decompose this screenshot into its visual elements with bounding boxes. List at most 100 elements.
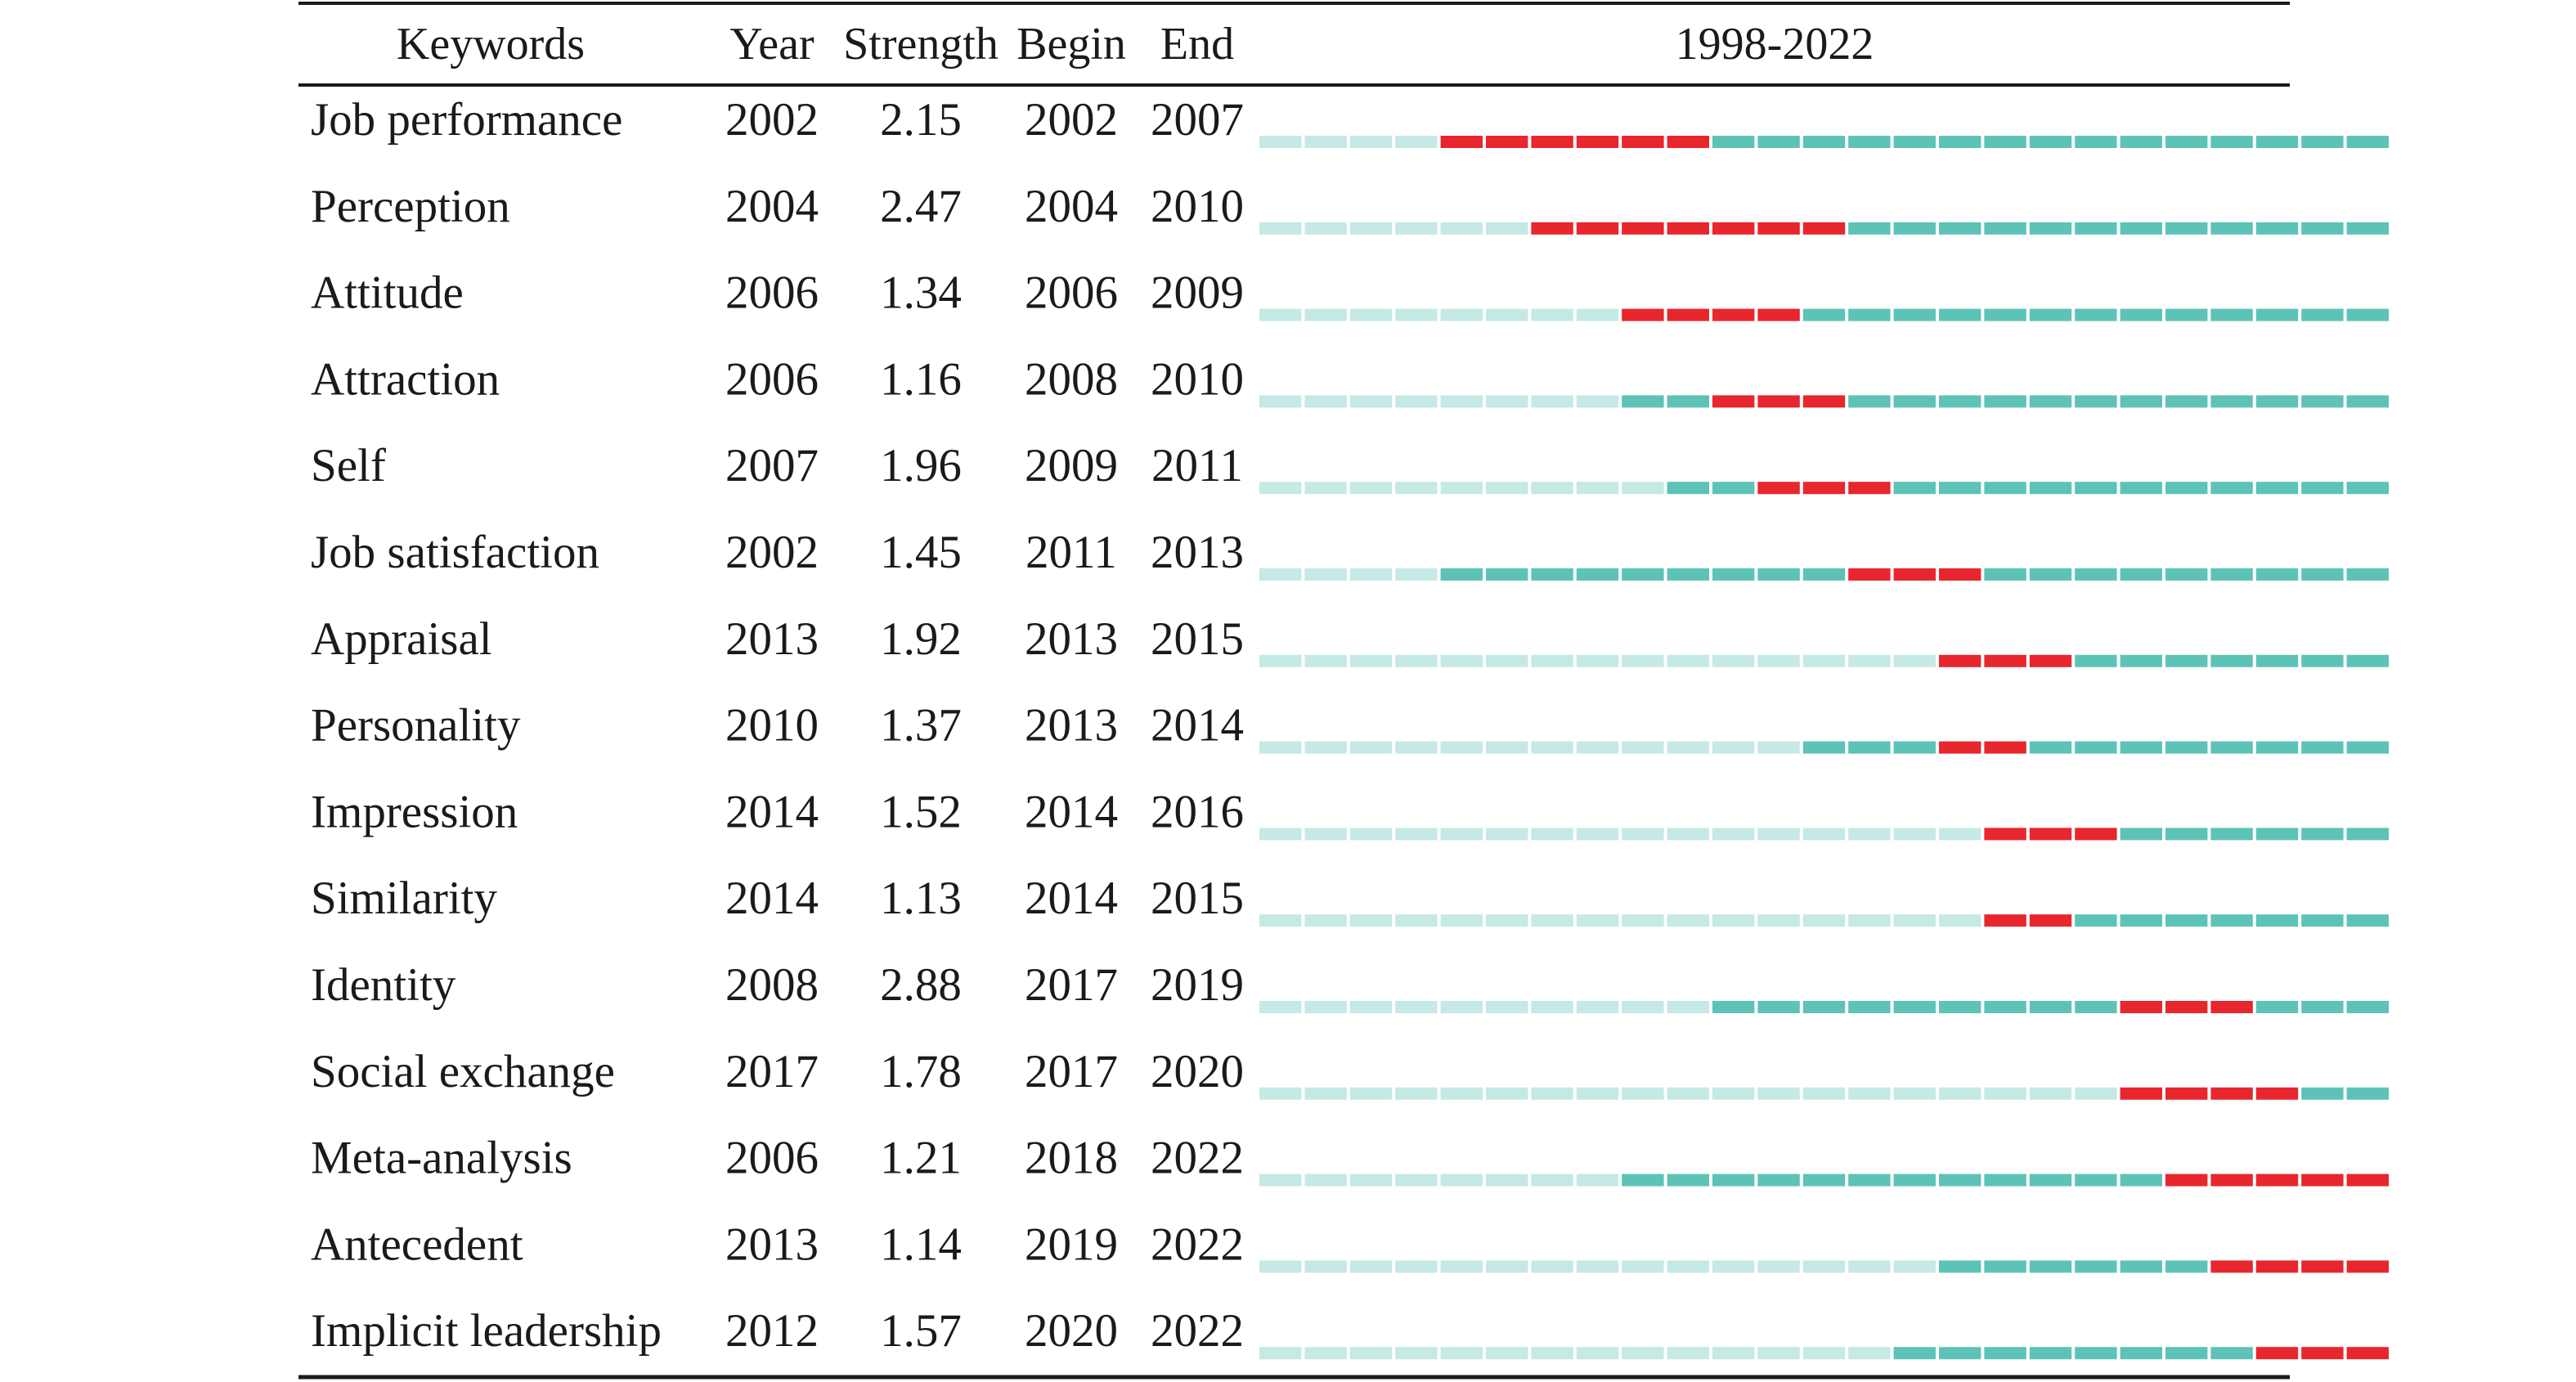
timeline-segment-active (1712, 482, 1755, 495)
timeline-segment-inactive (1667, 741, 1709, 754)
timeline-segment-active (2075, 741, 2117, 754)
row-strength: 1.92 (880, 613, 962, 665)
timeline-segment-active (2120, 136, 2162, 148)
timeline-segment-active (2075, 1260, 2117, 1273)
timeline-segment-active (2029, 222, 2072, 235)
timeline-segment-active (2165, 482, 2208, 495)
timeline-segment-inactive (1349, 308, 1393, 321)
timeline-segment-active (2301, 395, 2344, 408)
timeline-segment-inactive (1576, 828, 1619, 841)
timeline-segment-inactive (1531, 1260, 1573, 1273)
row-keyword: Identity (311, 959, 456, 1011)
timeline-segment-inactive (1395, 914, 1438, 927)
timeline-segment-inactive (1440, 741, 1483, 754)
timeline-segment-active (2301, 654, 2344, 667)
timeline-segment-inactive (1304, 914, 1347, 927)
timeline-segment-inactive (1848, 1087, 1891, 1100)
header-end: End (1160, 19, 1234, 70)
timeline-segment-active (1802, 136, 1846, 148)
timeline-segment-active (2029, 1347, 2072, 1360)
timeline-segment-inactive (1622, 654, 1664, 667)
timeline-segment-inactive (1622, 741, 1664, 754)
row-begin: 2018 (1025, 1133, 1118, 1184)
row-end: 2010 (1151, 181, 1244, 232)
timeline-segment-inactive (1259, 1173, 1302, 1187)
row-end: 2015 (1151, 613, 1244, 665)
timeline-segment-active (1893, 741, 1936, 754)
row-year: 2013 (725, 1218, 819, 1270)
timeline-segment-active (2301, 914, 2344, 927)
timeline-segment-inactive (1395, 568, 1438, 581)
timeline-segment-burst (2210, 1001, 2253, 1013)
timeline-segment-active (2210, 482, 2253, 495)
row-begin: 2009 (1025, 440, 1118, 491)
timeline-segment-inactive (1304, 308, 1347, 321)
timeline-segment-active (1848, 136, 1891, 148)
timeline-segment-burst (2165, 1173, 2208, 1187)
timeline-segment-active (2029, 482, 2072, 495)
timeline-segment-active (2120, 568, 2162, 581)
timeline-segment-inactive (1349, 568, 1393, 581)
row-keyword: Self (311, 440, 386, 491)
row-end: 2010 (1151, 353, 1244, 405)
timeline-segment-inactive (1440, 828, 1483, 841)
timeline-segment-burst (1757, 308, 1800, 321)
timeline-segment-inactive (1304, 222, 1347, 235)
timeline-segment-inactive (1486, 1260, 1528, 1273)
timeline-segment-burst (1712, 308, 1755, 321)
timeline-segment-inactive (1576, 1347, 1619, 1360)
row-end: 2011 (1151, 440, 1243, 491)
timeline-segment-active (2120, 308, 2162, 321)
timeline-segment-inactive (1304, 1001, 1347, 1013)
timeline-segment-inactive (1622, 1087, 1664, 1100)
timeline-segment-inactive (1576, 308, 1619, 321)
timeline-segment-inactive (1259, 568, 1302, 581)
timeline-segment-inactive (1440, 914, 1483, 927)
timeline-segment-inactive (1576, 741, 1619, 754)
timeline-segment-active (1893, 308, 1936, 321)
timeline-segment-inactive (1531, 741, 1573, 754)
timeline-segment-active (1984, 482, 2026, 495)
timeline-segment-active (1893, 1173, 1936, 1187)
timeline-segment-inactive (1395, 136, 1438, 148)
timeline-segment-active (2120, 654, 2162, 667)
timeline-segment-active (2210, 395, 2253, 408)
timeline-segment-inactive (1712, 1087, 1755, 1100)
row-keyword: Perception (311, 181, 510, 232)
row-keyword: Impression (311, 786, 518, 837)
timeline-segment-active (2301, 222, 2344, 235)
timeline-segment-inactive (1395, 1087, 1438, 1100)
row-strength: 2.47 (880, 181, 962, 232)
row-strength: 1.45 (880, 527, 962, 578)
timeline-segment-active (1848, 395, 1891, 408)
timeline-segment-burst (1984, 828, 2026, 841)
row-strength: 2.88 (880, 959, 962, 1011)
timeline-segment-inactive (1622, 1001, 1664, 1013)
timeline-segment-active (2120, 1347, 2162, 1360)
timeline-segment-active (1939, 222, 1981, 235)
timeline-segment-inactive (1259, 914, 1302, 927)
timeline-segment-inactive (1848, 828, 1891, 841)
timeline-segment-inactive (1486, 654, 1528, 667)
row-begin: 2013 (1025, 700, 1118, 752)
timeline-segment-burst (1531, 222, 1573, 235)
timeline-segment-inactive (1757, 1260, 1800, 1273)
timeline-segment-burst (2210, 1087, 2253, 1100)
row-end: 2022 (1151, 1218, 1244, 1270)
timeline-segment-active (1984, 1260, 2026, 1273)
timeline-segment-burst (2346, 1173, 2389, 1187)
timeline-segment-inactive (2029, 1087, 2072, 1100)
timeline-segment-active (1939, 1260, 1981, 1273)
timeline-segment-active (2075, 1347, 2117, 1360)
timeline-segment-inactive (1349, 741, 1393, 754)
timeline-segment-burst (2075, 828, 2117, 841)
timeline-segment-active (2120, 1173, 2162, 1187)
timeline-segment-active (2301, 308, 2344, 321)
row-begin: 2004 (1025, 181, 1118, 232)
timeline-segment-inactive (1667, 654, 1709, 667)
timeline-segment-active (2120, 395, 2162, 408)
timeline-segment-active (1667, 395, 1709, 408)
timeline-segment-inactive (1349, 222, 1393, 235)
timeline-segment-active (2165, 914, 2208, 927)
